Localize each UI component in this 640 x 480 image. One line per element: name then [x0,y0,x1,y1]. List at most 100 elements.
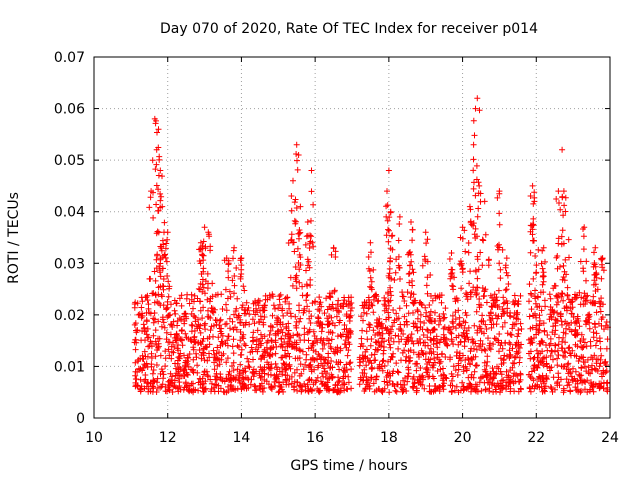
data-point [318,328,325,335]
data-point [200,257,207,264]
data-point [405,358,412,365]
data-point [357,376,364,383]
data-point [426,312,433,319]
data-point [367,357,374,364]
data-point [389,353,396,360]
data-point [225,268,232,275]
data-point [598,383,605,390]
data-point [294,355,301,362]
data-point [503,255,510,262]
data-point [565,345,572,352]
data-point [288,193,295,199]
data-point [455,360,462,367]
data-point [413,389,420,396]
data-point [530,200,537,207]
data-point [581,378,588,385]
y-tick-label: 0.06 [54,102,85,118]
data-point [346,327,353,334]
data-point [513,348,520,355]
data-point [358,313,365,320]
data-point [142,337,148,344]
data-point [569,376,576,383]
data-point [251,382,258,389]
data-point [381,378,388,385]
data-point [199,315,206,322]
data-point [279,364,285,371]
data-point [370,266,377,273]
data-point [332,248,339,255]
data-point [260,366,267,373]
data-point [512,354,519,360]
data-point [446,256,453,262]
data-point [389,246,396,253]
data-point [532,253,539,259]
data-point [296,318,303,325]
data-point [359,327,366,334]
data-point [534,364,541,371]
data-point [170,339,176,346]
data-point [457,387,464,394]
data-point [465,249,472,256]
data-point [475,190,482,197]
data-point [572,378,579,385]
data-point [190,356,197,363]
data-point [409,299,416,306]
data-point [360,358,367,365]
data-point [322,374,329,381]
data-point [562,208,569,215]
data-point [440,386,447,393]
data-point [173,330,180,337]
data-point [511,292,518,299]
data-point [375,346,382,353]
data-point [564,361,571,368]
data-point [470,185,477,192]
data-point [315,315,322,322]
data-point [336,377,343,384]
y-tick-label: 0.04 [54,205,85,221]
data-point [147,194,154,201]
data-point [420,332,427,338]
data-point [202,290,208,297]
data-point [404,289,411,296]
data-point [430,341,437,348]
data-point [348,305,355,311]
data-point [235,344,242,350]
data-point [396,221,403,227]
data-point [478,317,485,324]
data-point [148,361,155,368]
data-point [204,270,211,277]
data-point [154,375,161,382]
data-point [551,331,558,338]
data-point [542,258,548,265]
data-point [592,342,599,349]
data-point [449,282,456,289]
data-point [378,343,384,350]
data-point [441,314,448,321]
data-point [395,237,402,244]
data-point [383,232,390,239]
data-point [284,294,291,301]
data-point [559,321,565,328]
data-point [211,306,218,313]
data-point [212,317,219,323]
data-point [348,294,355,301]
data-point [553,254,560,261]
data-point [202,326,209,333]
data-point [436,313,443,320]
data-point [157,197,164,204]
data-point [294,157,300,164]
data-point [247,349,254,356]
data-point [395,253,402,260]
data-point [471,368,478,375]
data-point [137,388,144,395]
data-point [261,370,268,377]
data-point [497,380,504,387]
data-point [155,186,162,193]
data-point [395,333,402,340]
data-point [211,359,218,366]
data-point [417,381,424,388]
data-point [478,347,485,354]
data-point [241,307,248,314]
data-point [428,293,434,299]
data-point [285,350,291,357]
